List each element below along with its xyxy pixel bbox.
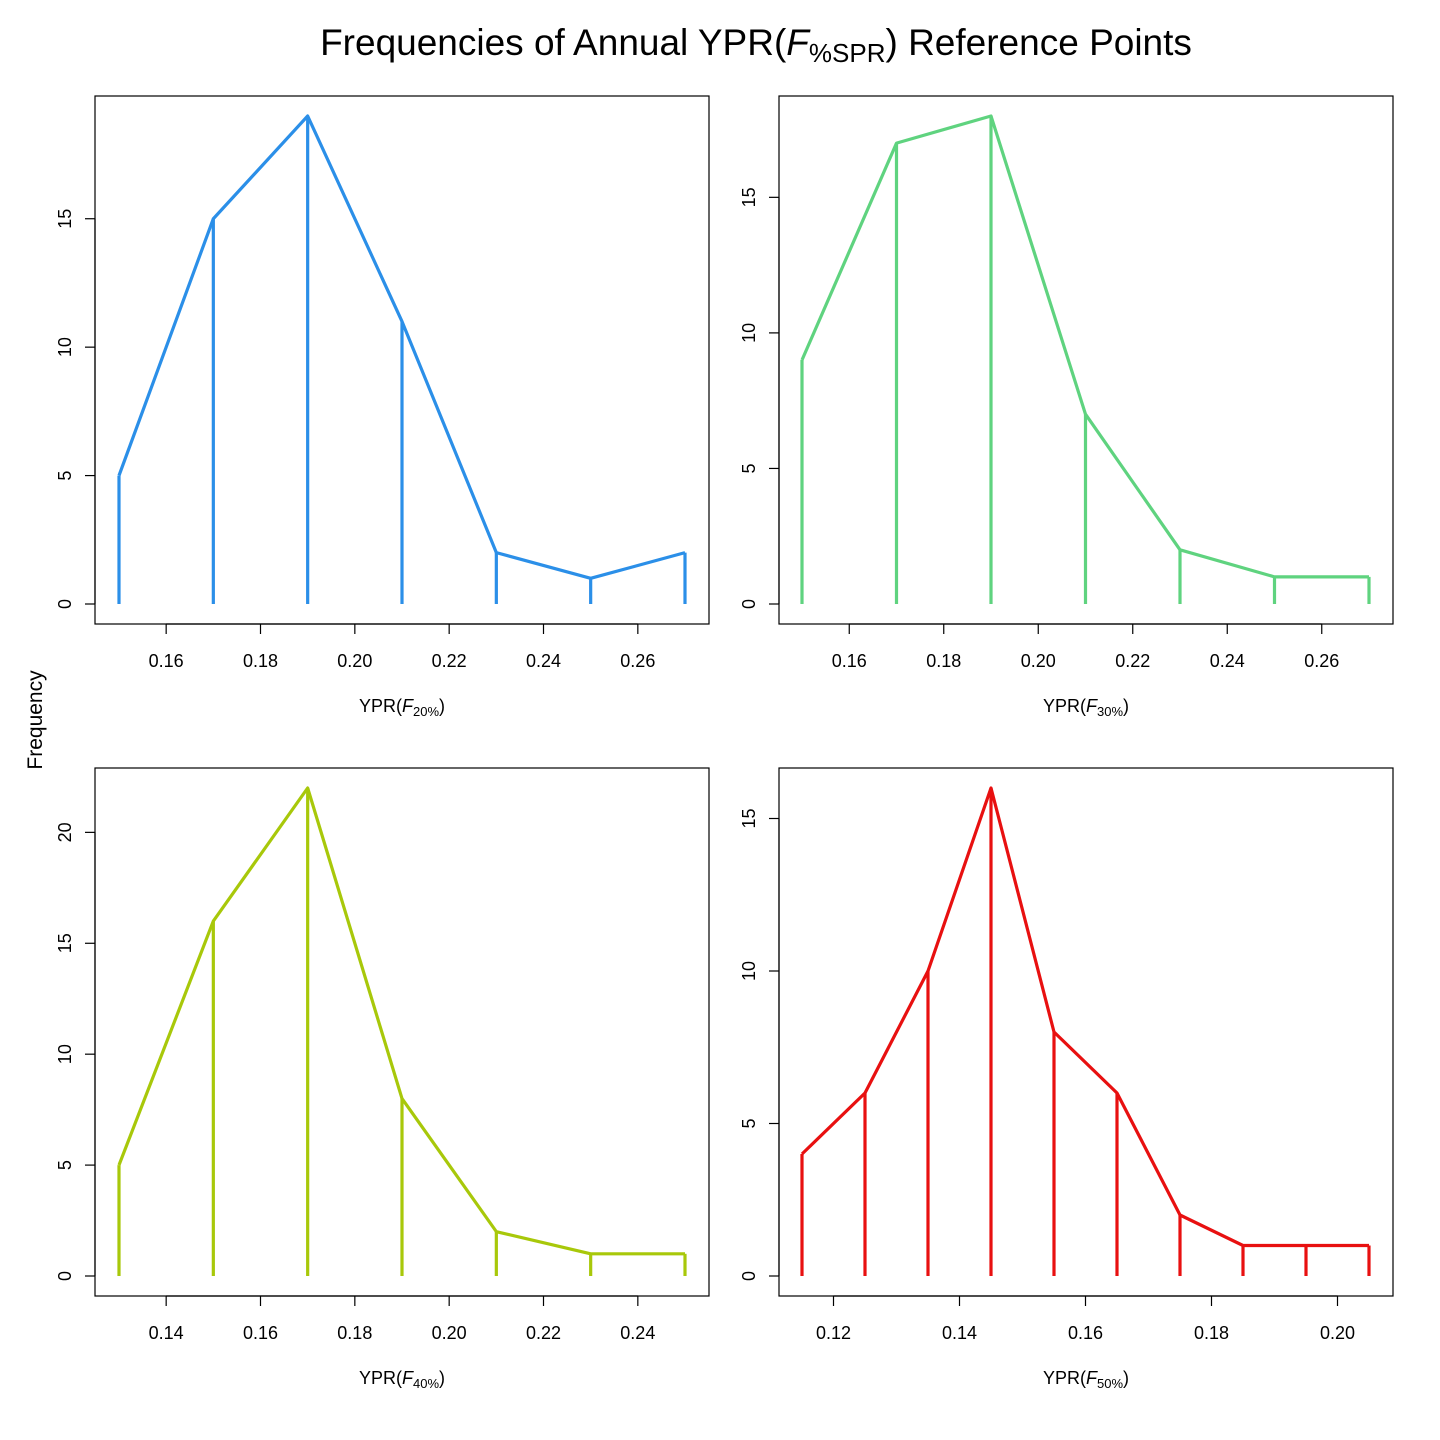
series-line [800,114,1369,579]
x-label-italic: F [1086,1368,1098,1388]
x-tick-label: 0.22 [1115,651,1150,671]
y-tick-label: 5 [55,471,75,481]
x-label-prefix: YPR( [359,1368,402,1388]
y-tick-label: 0 [739,1271,759,1281]
x-tick-label: 0.26 [1304,651,1339,671]
x-label-suffix: ) [439,1368,445,1388]
x-tick-label: 0.18 [926,651,961,671]
x-label-italic: F [1086,696,1098,716]
x-tick-label: 0.24 [620,1323,655,1343]
x-tick-label: 0.18 [243,651,278,671]
x-axis: 0.12 0.14 0.16 0.18 0.20 [816,1295,1355,1343]
x-axis-label: YPR(F30%) [1043,696,1129,719]
series [800,786,1371,1276]
x-label-italic: F [402,696,414,716]
x-tick-label: 0.12 [816,1323,851,1343]
x-label-prefix: YPR( [1043,1368,1086,1388]
x-tick-label: 0.14 [149,1323,184,1343]
x-tick-label: 0.16 [243,1323,278,1343]
y-axis: 0 5 10 15 [739,187,780,609]
y-tick-label: 10 [739,961,759,981]
title-suffix: ) Reference Points [885,22,1192,63]
x-tick-label: 0.20 [432,1323,467,1343]
x-label-suffix: ) [1123,1368,1129,1388]
chart-panel-4: 0.12 0.14 0.16 0.18 0.20 0 5 10 15 YPR(F50%) [739,767,1394,1391]
x-tick-label: 0.20 [1021,651,1056,671]
x-tick-label: 0.18 [1194,1323,1229,1343]
x-tick-label: 0.22 [432,651,467,671]
x-tick-label: 0.20 [337,651,372,671]
x-label-subscript: 20% [413,704,439,719]
y-tick-label: 15 [55,209,75,229]
y-tick-label: 15 [55,933,75,953]
y-axis: 0 5 10 15 [739,808,780,1281]
y-axis: 0 5 10 15 20 [55,822,96,1281]
y-tick-label: 10 [55,337,75,357]
chart-title: Frequencies of Annual YPR(F%SPR) Referen… [72,22,1440,69]
chart-panel-2: 0.16 0.18 0.20 0.22 0.24 0.26 0 5 10 15 YPR(F30%) [739,95,1394,719]
x-axis-label: YPR(F50%) [1043,1368,1129,1391]
plot-frame [778,767,1394,1297]
x-tick-label: 0.16 [149,651,184,671]
y-tick-label: 10 [55,1044,75,1064]
x-tick-label: 0.16 [1068,1323,1103,1343]
x-tick-label: 0.16 [832,651,867,671]
x-label-prefix: YPR( [1043,696,1086,716]
y-tick-label: 0 [55,1271,75,1281]
x-label-subscript: 50% [1097,1376,1123,1391]
x-label-suffix: ) [1123,696,1129,716]
y-tick-label: 20 [55,822,75,842]
x-label-subscript: 30% [1097,704,1123,719]
x-axis: 0.16 0.18 0.20 0.22 0.24 0.26 [832,623,1339,671]
series [117,786,687,1276]
y-tick-label: 10 [739,323,759,343]
series [117,114,687,604]
x-axis-label: YPR(F40%) [359,1368,445,1391]
y-tick-label: 5 [739,1118,759,1128]
series-line [800,786,1369,1248]
y-tick-label: 5 [739,463,759,473]
y-tick-label: 0 [739,599,759,609]
x-label-prefix: YPR( [359,696,402,716]
title-prefix: Frequencies of Annual YPR( [320,22,787,63]
title-italic: F [786,22,809,63]
x-tick-label: 0.14 [942,1323,977,1343]
series [800,114,1371,604]
y-tick-label: 0 [55,599,75,609]
x-tick-label: 0.24 [1210,651,1245,671]
series-line [117,786,685,1256]
title-subscript: %SPR [808,38,886,68]
y-tick-label: 15 [739,808,759,828]
x-label-suffix: ) [439,696,445,716]
x-tick-label: 0.26 [620,651,655,671]
x-axis: 0.14 0.16 0.18 0.20 0.22 0.24 [149,1295,655,1343]
x-label-subscript: 40% [413,1376,439,1391]
y-axis: 0 5 10 15 [55,209,96,609]
x-axis-label: YPR(F20%) [359,696,445,719]
chart-panel-1: 0.16 0.18 0.20 0.22 0.24 0.26 0 5 10 15 YPR(F20%) [55,95,710,719]
x-label-italic: F [402,1368,414,1388]
y-tick-label: 15 [739,187,759,207]
chart-panel-3: 0.14 0.16 0.18 0.20 0.22 0.24 0 5 10 15 20 YPR(F40%… [55,767,710,1391]
series-line [117,114,686,580]
x-tick-label: 0.22 [526,1323,561,1343]
x-tick-label: 0.24 [526,651,561,671]
y-tick-label: 5 [55,1160,75,1170]
x-tick-label: 0.18 [337,1323,372,1343]
x-tick-label: 0.20 [1320,1323,1355,1343]
x-axis: 0.16 0.18 0.20 0.22 0.24 0.26 [149,623,655,671]
